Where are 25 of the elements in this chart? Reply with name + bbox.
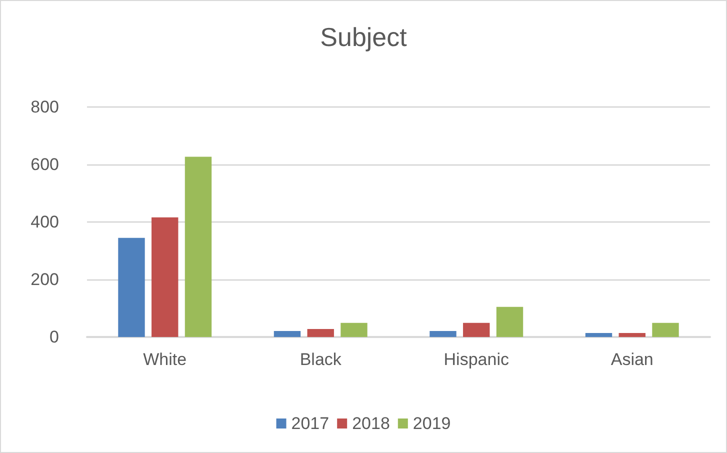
y-tick-label: 0 xyxy=(50,328,59,346)
y-tick-label: 800 xyxy=(30,98,59,116)
chart-title: Subject xyxy=(320,22,408,52)
y-tick-label: 400 xyxy=(30,212,59,232)
bar xyxy=(152,217,178,337)
x-tick-label: White xyxy=(143,350,187,369)
bar xyxy=(118,238,145,337)
bar xyxy=(463,322,490,337)
legend-label: 2017 xyxy=(291,414,330,433)
bar xyxy=(496,306,524,337)
bar xyxy=(184,156,212,337)
bar xyxy=(585,332,612,337)
y-tick-label: 600 xyxy=(30,155,59,174)
x-tick-label: Black xyxy=(300,350,342,369)
bar xyxy=(652,322,679,337)
legend-label: 2018 xyxy=(352,414,390,433)
x-tick-label: Hispanic xyxy=(444,350,510,369)
bar xyxy=(618,332,646,337)
y-tick-label: 200 xyxy=(30,270,59,289)
legend-label: 2019 xyxy=(412,414,451,433)
x-tick-label: Asian xyxy=(610,350,654,369)
bar xyxy=(340,322,368,337)
bar xyxy=(430,330,456,337)
bar xyxy=(274,330,301,337)
bar xyxy=(307,328,334,337)
